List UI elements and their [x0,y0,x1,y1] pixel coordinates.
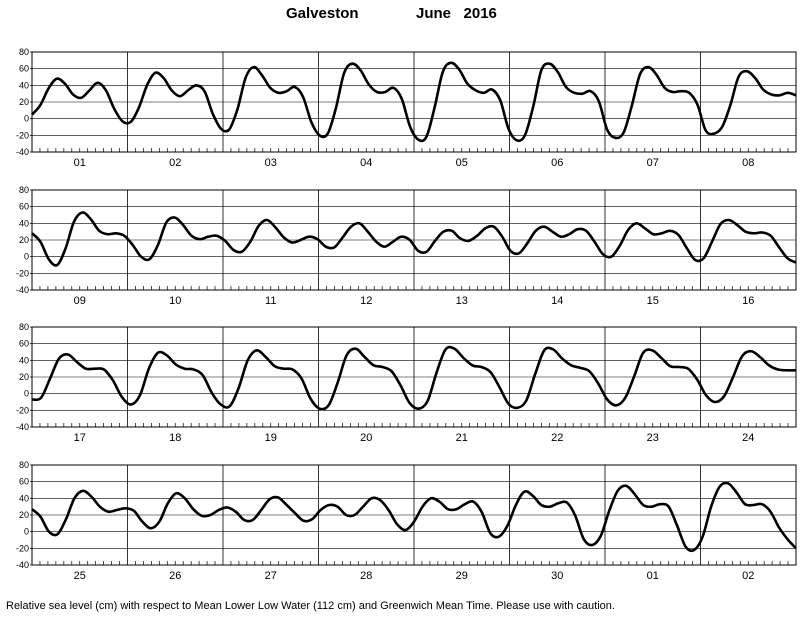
chart-title: Galveston June 2016 [0,5,800,25]
y-tick-label: 80 [19,185,29,195]
y-tick-label: 0 [24,252,29,262]
y-tick-label: 40 [19,218,29,228]
day-label: 08 [742,157,754,169]
sea-level-line [31,345,797,411]
y-tick-label: 80 [19,47,29,57]
y-tick-label: -40 [16,560,29,570]
day-label: 01 [647,570,659,582]
y-tick-label: -20 [16,543,29,553]
day-label: 04 [360,157,372,169]
y-tick-label: 80 [19,460,29,470]
day-label: 19 [265,432,277,444]
y-tick-label: 0 [24,527,29,537]
day-label: 24 [742,432,754,444]
day-label: 20 [360,432,372,444]
y-tick-label: -40 [16,422,29,432]
station-name: Galveston [286,5,359,22]
day-label: 26 [169,570,181,582]
month-year: June 2016 [416,5,497,22]
day-label: 17 [74,432,86,444]
tide-panel-1: -40 -20 0 20 40 60 80 01 02 03 04 05 06 07 08 [16,47,797,169]
y-tick-label: 20 [19,235,29,245]
panel-frame [31,189,797,291]
day-label: 18 [169,432,181,444]
y-tick-label: 20 [19,510,29,520]
y-tick-label: 60 [19,339,29,349]
y-tick-label: -20 [16,268,29,278]
day-label: 05 [456,157,468,169]
sea-level-line [31,481,797,553]
day-label: 02 [169,157,181,169]
day-label: 23 [647,432,659,444]
y-tick-label: 0 [24,114,29,124]
sea-level-line [31,211,797,267]
y-tick-label: -40 [16,285,29,295]
panel-frame [31,51,797,153]
tide-panel-4: -40 -20 0 20 40 60 80 25 26 27 28 29 30 01 02 [16,460,797,582]
tide-panel-3: -40 -20 0 20 40 60 80 17 18 19 20 21 22 23 24 [16,322,797,444]
y-tick-label: -40 [16,147,29,157]
y-tick-label: -20 [16,130,29,140]
day-label: 15 [647,295,659,307]
day-label: 13 [456,295,468,307]
day-label: 10 [169,295,181,307]
day-label: 03 [265,157,277,169]
y-tick-label: 40 [19,80,29,90]
day-label: 25 [74,570,86,582]
day-label: 11 [265,295,276,307]
y-tick-label: 60 [19,64,29,74]
day-label: 29 [456,570,468,582]
y-tick-label: 0 [24,389,29,399]
y-tick-label: 20 [19,97,29,107]
y-tick-label: 80 [19,322,29,332]
day-label: 21 [456,432,468,444]
footnote: Relative sea level (cm) with respect to … [6,600,615,612]
y-tick-label: 40 [19,355,29,365]
day-label: 09 [74,295,86,307]
day-label: 07 [647,157,659,169]
day-label: 30 [551,570,563,582]
day-label: 02 [742,570,754,582]
day-label: 22 [551,432,563,444]
panel-frame [31,326,797,428]
y-tick-label: 60 [19,202,29,212]
y-tick-label: 20 [19,372,29,382]
day-label: 14 [551,295,563,307]
day-label: 01 [74,157,86,169]
day-label: 27 [265,570,277,582]
y-tick-label: -20 [16,405,29,415]
day-label: 28 [360,570,372,582]
tide-panel-2: -40 -20 0 20 40 60 80 09 10 11 12 13 14 15 16 [16,185,797,307]
day-label: 16 [742,295,754,307]
y-tick-label: 60 [19,477,29,487]
y-tick-label: 40 [19,493,29,503]
day-label: 12 [360,295,372,307]
day-label: 06 [551,157,563,169]
sea-level-line [31,61,797,143]
panel-frame [31,464,797,566]
